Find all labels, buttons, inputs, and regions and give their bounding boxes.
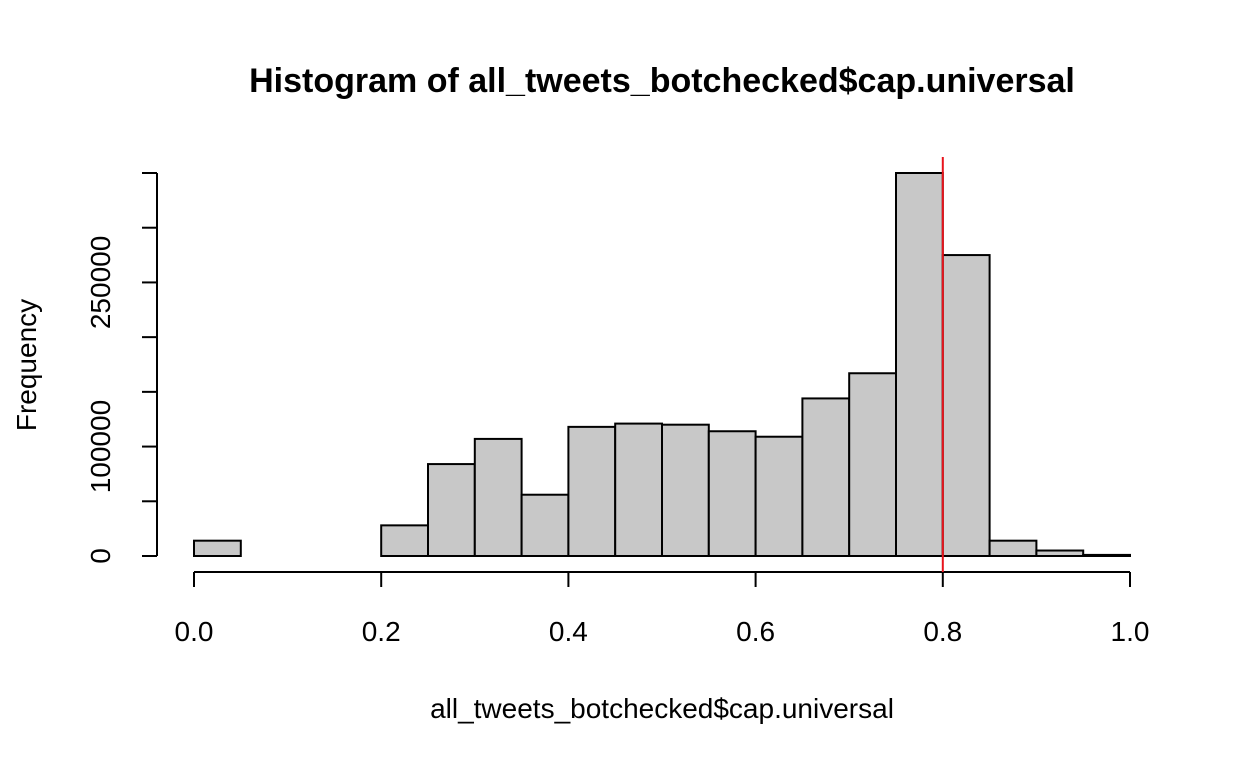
histogram-bar (661, 423, 710, 557)
x-tick-label: 0.8 (923, 616, 962, 647)
x-tick-label: 0.2 (362, 616, 401, 647)
y-tick-label: 0 (85, 548, 116, 564)
chart-title: Histogram of all_tweets_botchecked$cap.u… (249, 62, 1075, 100)
histogram-bar (520, 493, 570, 557)
histogram-bar (193, 539, 242, 557)
histogram-bar (895, 172, 944, 557)
histogram-bar (1035, 549, 1085, 557)
x-tick-label: 1.0 (1111, 616, 1150, 647)
y-tick-label: 250000 (85, 236, 116, 329)
histogram-bar (848, 372, 898, 557)
y-axis-label: Frequency (11, 299, 42, 431)
histogram-bar (567, 425, 617, 558)
histogram-bar (427, 463, 476, 557)
histogram-bar (707, 430, 757, 558)
x-tick-label: 0.4 (549, 616, 588, 647)
histogram-bar (614, 422, 664, 557)
x-tick-label: 0.6 (736, 616, 775, 647)
histogram-bar (1082, 553, 1131, 557)
x-axis-label: all_tweets_botchecked$cap.universal (430, 693, 894, 724)
y-axis: 0 100000 250000 (85, 172, 158, 564)
y-tick-label: 100000 (85, 400, 116, 493)
histogram-bar (941, 254, 991, 557)
x-tick-label: 0.0 (175, 616, 214, 647)
histogram-bar (801, 397, 851, 557)
x-axis: 0.0 0.2 0.4 0.6 0.8 1.0 (175, 571, 1150, 647)
histogram-bar (754, 435, 804, 558)
histogram-bar (380, 524, 430, 557)
bars-group (193, 172, 1131, 558)
histogram-bar (473, 437, 523, 558)
histogram-bar (988, 539, 1038, 557)
